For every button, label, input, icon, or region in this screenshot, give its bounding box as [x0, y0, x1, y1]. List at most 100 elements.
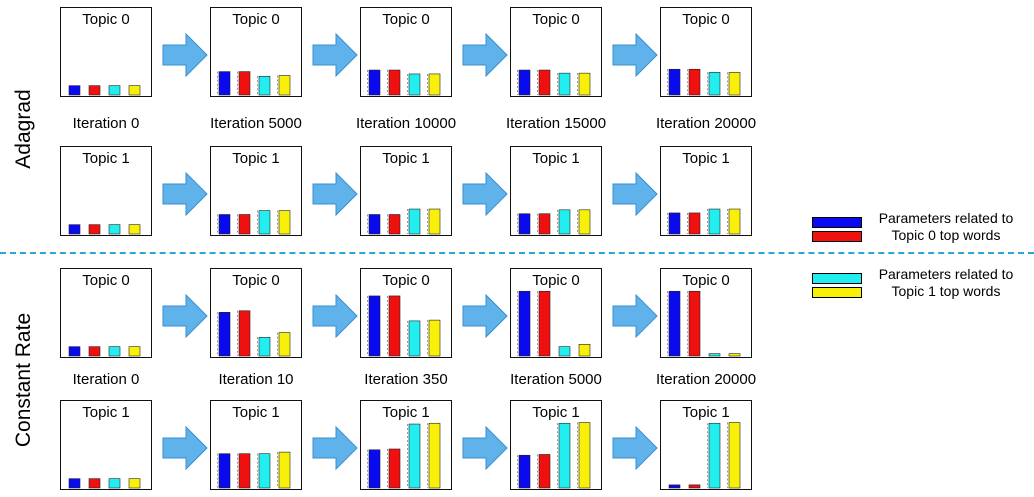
legend-text-topic1: Parameters related to Topic 1 top words [878, 266, 1014, 299]
bars [367, 208, 441, 235]
bar-chart-panel: Topic 0 [660, 268, 752, 358]
bar [68, 346, 81, 357]
bar [218, 71, 231, 96]
legend-swatch-topic1-b [812, 287, 862, 298]
panel-topic-title: Topic 0 [532, 11, 580, 28]
bar [558, 209, 571, 235]
right-arrow-icon [162, 294, 208, 338]
panel-topic-title: Topic 1 [532, 150, 580, 167]
bar [128, 224, 141, 235]
bar [88, 478, 101, 489]
iteration-label: Iteration 20000 [655, 115, 757, 132]
right-arrow-icon [462, 426, 508, 470]
right-arrow-icon [612, 426, 658, 470]
bars [667, 208, 741, 235]
bar [688, 212, 701, 235]
panel-topic-title: Topic 0 [82, 272, 130, 289]
bar [388, 295, 401, 357]
bar [258, 453, 271, 489]
bar [108, 346, 121, 357]
bar [538, 69, 551, 96]
bars [217, 310, 291, 357]
bars [667, 68, 741, 96]
bar [668, 212, 681, 235]
bar [128, 346, 141, 357]
panel-topic-title: Topic 0 [532, 272, 580, 289]
bar [518, 69, 531, 96]
bar [578, 344, 591, 357]
bar [728, 208, 741, 235]
right-arrow-icon [312, 294, 358, 338]
panel-topic-title: Topic 1 [382, 404, 430, 421]
right-arrow-icon [612, 294, 658, 338]
panel-topic-title: Topic 1 [232, 404, 280, 421]
bar-chart-panel: Topic 1 [210, 400, 302, 490]
bar [688, 68, 701, 96]
bar-chart-panel: Topic 1 [360, 146, 452, 236]
right-arrow-icon [462, 172, 508, 216]
bars [68, 346, 141, 357]
bar [218, 312, 231, 357]
row-label-adagrad: Adagrad [12, 89, 35, 169]
bar [88, 346, 101, 357]
panel-topic-title: Topic 0 [382, 272, 430, 289]
right-arrow-icon [462, 294, 508, 338]
bar-chart-panel: Topic 1 [210, 146, 302, 236]
bar [708, 208, 721, 235]
bar [108, 478, 121, 489]
bar-chart-panel: Topic 0 [60, 7, 152, 97]
bar-chart-panel: Topic 0 [660, 7, 752, 97]
bar [88, 224, 101, 235]
bar [278, 451, 291, 489]
bar [238, 310, 251, 357]
iteration-label: Iteration 5000 [510, 371, 602, 388]
bar [238, 214, 251, 235]
section-divider [0, 252, 1034, 254]
bar [258, 210, 271, 235]
bar-chart-panel: Topic 0 [510, 7, 602, 97]
bar [408, 73, 421, 96]
bar [518, 454, 531, 489]
right-arrow-icon [612, 33, 658, 77]
bar [518, 213, 531, 235]
bar-chart-panel: Topic 1 [510, 400, 602, 490]
bars [517, 69, 591, 96]
bar [708, 422, 721, 489]
right-arrow-icon [462, 33, 508, 77]
bar [278, 75, 291, 96]
bar [68, 478, 81, 489]
bar [278, 210, 291, 235]
bar [218, 453, 231, 489]
bar-chart-panel: Topic 1 [510, 146, 602, 236]
bar [408, 320, 421, 357]
iteration-label: Iteration 5000 [210, 115, 302, 132]
bars [68, 224, 141, 235]
bar-chart-panel: Topic 0 [210, 7, 302, 97]
bars [367, 69, 441, 96]
bars [68, 85, 141, 96]
bar [128, 85, 141, 96]
bars [517, 209, 591, 235]
bars [217, 451, 291, 489]
bar [688, 290, 701, 357]
bar [408, 423, 421, 489]
right-arrow-icon [612, 172, 658, 216]
bars [217, 210, 291, 235]
bar-chart-panel: Topic 1 [660, 400, 752, 490]
bar [368, 214, 381, 235]
bar [668, 484, 681, 489]
bar [558, 72, 571, 96]
right-arrow-icon [312, 172, 358, 216]
bar-chart-panel: Topic 1 [360, 400, 452, 490]
panel-topic-title: Topic 1 [532, 404, 580, 421]
bars [367, 295, 441, 357]
bar [578, 72, 591, 96]
iteration-label: Iteration 0 [72, 371, 140, 388]
bar [428, 319, 441, 357]
bar [538, 454, 551, 489]
bar [368, 295, 381, 357]
right-arrow-icon [312, 33, 358, 77]
bar [368, 449, 381, 489]
panel-topic-title: Topic 1 [382, 150, 430, 167]
bars [68, 478, 141, 489]
